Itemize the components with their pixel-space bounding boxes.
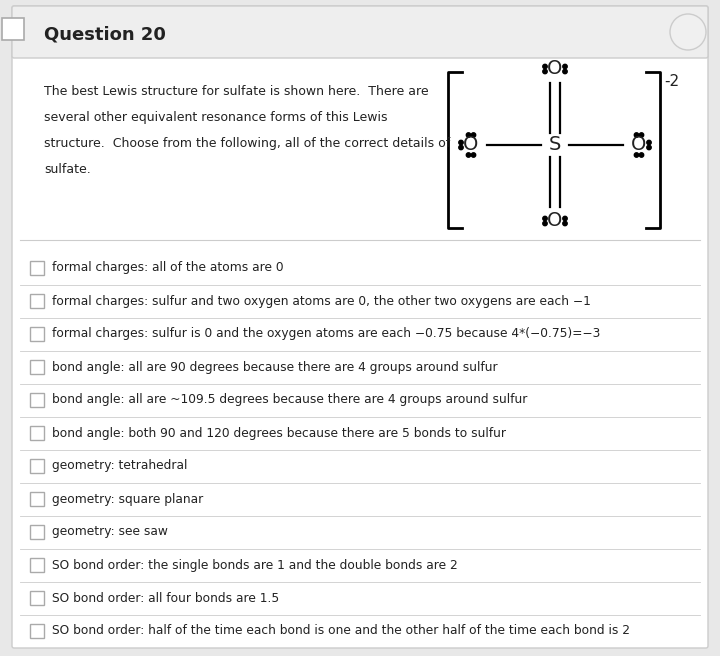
Bar	[30, 591, 44, 605]
Circle shape	[639, 153, 644, 157]
Circle shape	[563, 70, 567, 73]
Circle shape	[670, 14, 706, 50]
Circle shape	[634, 153, 639, 157]
Circle shape	[472, 153, 476, 157]
Text: sulfate.: sulfate.	[44, 163, 91, 176]
Text: SO bond order: all four bonds are 1.5: SO bond order: all four bonds are 1.5	[52, 592, 279, 604]
FancyBboxPatch shape	[12, 6, 708, 58]
Bar	[30, 360, 44, 374]
Text: formal charges: sulfur and two oxygen atoms are 0, the other two oxygens are eac: formal charges: sulfur and two oxygen at…	[52, 295, 591, 308]
Text: SO bond order: half of the time each bond is one and the other half of the time : SO bond order: half of the time each bon…	[52, 625, 630, 638]
Text: -2: -2	[664, 74, 679, 89]
Bar	[30, 525, 44, 539]
Circle shape	[543, 70, 547, 73]
Circle shape	[543, 216, 547, 220]
Text: Question 20: Question 20	[44, 26, 166, 44]
Circle shape	[563, 64, 567, 69]
Bar	[30, 492, 44, 506]
Circle shape	[639, 133, 644, 137]
Text: geometry: square planar: geometry: square planar	[52, 493, 203, 506]
Circle shape	[543, 64, 547, 69]
Bar	[30, 426, 44, 440]
Text: O: O	[547, 211, 563, 230]
Bar	[30, 393, 44, 407]
Bar	[30, 327, 44, 341]
Circle shape	[563, 221, 567, 226]
Bar	[30, 261, 44, 275]
Text: several other equivalent resonance forms of this Lewis: several other equivalent resonance forms…	[44, 111, 387, 124]
Bar	[30, 558, 44, 572]
Text: geometry: see saw: geometry: see saw	[52, 525, 168, 539]
Circle shape	[459, 145, 463, 150]
Text: bond angle: all are ~109.5 degrees because there are 4 groups around sulfur: bond angle: all are ~109.5 degrees becau…	[52, 394, 527, 407]
Circle shape	[647, 140, 651, 145]
Text: formal charges: sulfur is 0 and the oxygen atoms are each −0.75 because 4*(−0.75: formal charges: sulfur is 0 and the oxyg…	[52, 327, 600, 340]
Text: bond angle: both 90 and 120 degrees because there are 5 bonds to sulfur: bond angle: both 90 and 120 degrees beca…	[52, 426, 506, 440]
Bar	[30, 294, 44, 308]
Circle shape	[647, 145, 651, 150]
Bar	[30, 624, 44, 638]
Circle shape	[543, 221, 547, 226]
Bar	[30, 459, 44, 473]
Text: SO bond order: the single bonds are 1 and the double bonds are 2: SO bond order: the single bonds are 1 an…	[52, 558, 458, 571]
Text: structure.  Choose from the following, all of the correct details of: structure. Choose from the following, al…	[44, 137, 450, 150]
Text: bond angle: all are 90 degrees because there are 4 groups around sulfur: bond angle: all are 90 degrees because t…	[52, 361, 498, 373]
Circle shape	[467, 153, 471, 157]
Text: geometry: tetrahedral: geometry: tetrahedral	[52, 459, 187, 472]
Text: formal charges: all of the atoms are 0: formal charges: all of the atoms are 0	[52, 262, 284, 274]
FancyBboxPatch shape	[12, 6, 708, 648]
Circle shape	[563, 216, 567, 220]
Circle shape	[467, 133, 471, 137]
Circle shape	[472, 133, 476, 137]
Circle shape	[459, 140, 463, 145]
Text: O: O	[463, 136, 479, 155]
Text: The best Lewis structure for sulfate is shown here.  There are: The best Lewis structure for sulfate is …	[44, 85, 428, 98]
Text: O: O	[631, 136, 647, 155]
Text: S: S	[549, 136, 561, 155]
Text: O: O	[547, 60, 563, 79]
Circle shape	[634, 133, 639, 137]
Bar	[2, 18, 24, 40]
